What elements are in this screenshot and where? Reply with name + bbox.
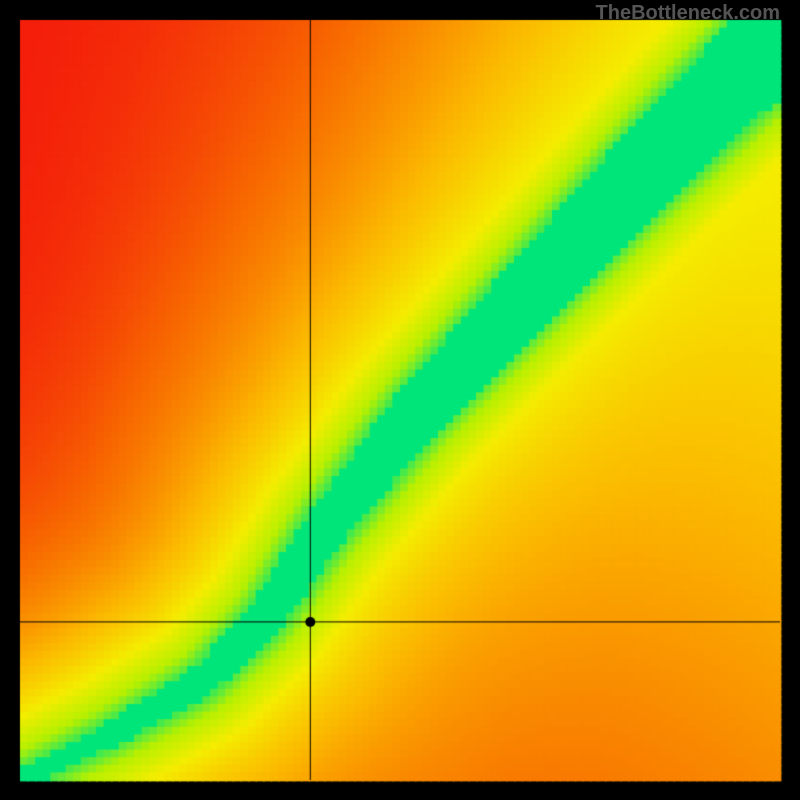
chart-container: { "watermark": { "text": "TheBottleneck.… [0, 0, 800, 800]
bottleneck-heatmap-canvas [0, 0, 800, 800]
watermark-text: TheBottleneck.com [596, 2, 780, 25]
